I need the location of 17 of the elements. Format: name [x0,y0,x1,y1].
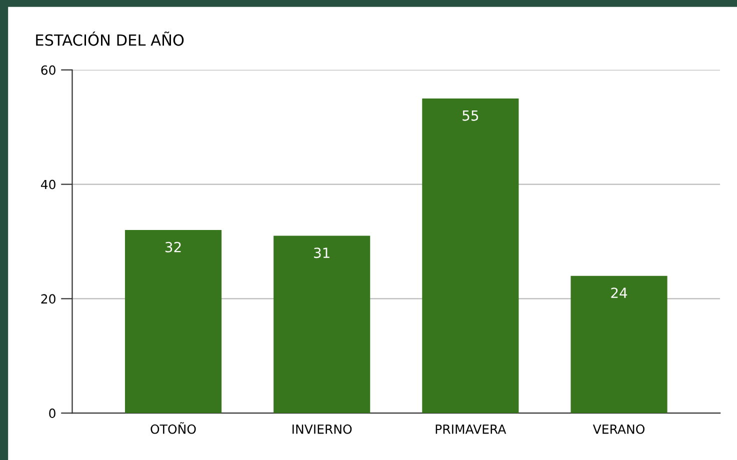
data-label: 55 [462,110,478,121]
y-tick-label: 0 [49,408,56,418]
data-label: 31 [314,248,330,258]
x-tick-label: INVIERNO [292,424,352,434]
data-label: 24 [611,288,628,298]
x-tick-label: OTOÑO [150,422,196,434]
y-tick-label: 40 [40,180,56,190]
bar [274,236,370,414]
bar [124,230,222,414]
bar [570,276,668,414]
x-tick-label: PRIMAVERA [436,424,506,434]
y-tick-label: 60 [41,65,56,75]
x-tick-label: VERANO [592,424,644,434]
bar [422,98,519,414]
chart-title: ESTACIÓN DEL AÑO [36,31,184,46]
data-label: 32 [165,242,181,252]
y-tick-label: 20 [41,294,56,304]
